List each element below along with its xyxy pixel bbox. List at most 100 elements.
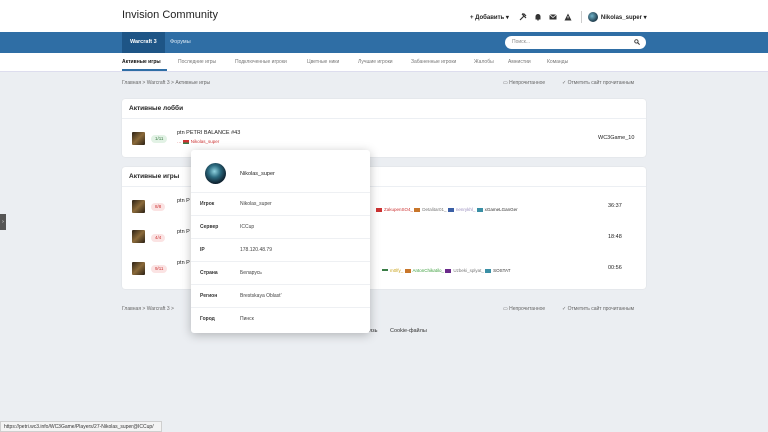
unread-label: Непрочитанное xyxy=(509,80,546,86)
game-thumbnail xyxy=(132,262,145,275)
divider xyxy=(122,118,646,119)
lobby-name[interactable]: ptn PETRI BALANCE #43 xyxy=(177,130,241,136)
game-thumbnail xyxy=(132,200,145,213)
username-menu[interactable]: Nikolas_super ▾ xyxy=(600,14,647,21)
field-label: Страна xyxy=(200,270,218,276)
flag-icon xyxy=(445,268,452,273)
game-name[interactable]: ptn P xyxy=(177,260,190,266)
mark-read-label: Отметить сайт прочитанным xyxy=(567,306,635,312)
mark-read-label: Отметить сайт прочитанным xyxy=(567,80,635,86)
active-indicator xyxy=(122,69,167,71)
field-value: ICCup xyxy=(240,224,255,230)
crumb-warcraft3[interactable]: Warcraft 3 xyxy=(146,80,170,86)
player-name[interactable]: ZakupenSO4_ xyxy=(384,207,414,212)
add-button[interactable]: + Добавить ▾ xyxy=(470,14,509,21)
game-time: 00:56 xyxy=(608,265,622,271)
flag-icon xyxy=(182,139,189,144)
subnav-colored-nicks[interactable]: Цветные ники xyxy=(307,59,340,65)
sub-nav: Активные игры Последние игры Подключенны… xyxy=(0,53,768,72)
hovercard-row: Игрок Nikolas_super xyxy=(191,192,370,215)
divider xyxy=(580,11,582,23)
main-nav: Warcraft 3 Форумы xyxy=(0,32,768,53)
unread-label: Непрочитанное xyxy=(509,306,546,312)
search-input[interactable]: Поиск... xyxy=(505,36,646,49)
game-name[interactable]: ptn P xyxy=(177,198,190,204)
lobby-server: WC3Game_10 xyxy=(598,135,635,141)
field-value: 178.120.48.79 xyxy=(240,247,272,253)
mark-read-link[interactable]: ✓ Отметить сайт прочитанным xyxy=(562,80,635,86)
flag-icon xyxy=(376,207,382,212)
crumb-warcraft3[interactable]: Warcraft 3 xyxy=(146,306,170,312)
warning-icon[interactable] xyxy=(564,13,572,21)
field-label: IP xyxy=(200,247,205,253)
crumb-home[interactable]: Главная xyxy=(122,80,142,86)
lobby-player[interactable]: … Nikolas_super xyxy=(177,139,220,144)
game-time: 18:48 xyxy=(608,234,622,240)
subnav-banned-players[interactable]: Забаненные игроки xyxy=(411,59,457,65)
search-icon[interactable] xyxy=(634,39,640,47)
field-value: Nikolas_super xyxy=(240,201,272,207)
avatar[interactable] xyxy=(587,12,598,22)
field-value: Brestskaya Oblast' xyxy=(240,293,282,299)
game-time: 36:37 xyxy=(608,203,622,209)
field-value: Пинск xyxy=(240,316,254,322)
player-name[interactable]: m0lfy_ xyxy=(390,268,404,273)
subnav-connected-players[interactable]: Подключенные игроки xyxy=(235,59,287,65)
side-expand-tab[interactable]: › xyxy=(0,214,6,230)
add-label: Добавить xyxy=(475,14,505,21)
player-name[interactable]: AntonChikatilo_ xyxy=(412,268,445,273)
game-name[interactable]: ptn P xyxy=(177,229,190,235)
hovercard-row: Регион Brestskaya Oblast' xyxy=(191,284,370,307)
unread-link[interactable]: ▭ Непрочитанное xyxy=(503,80,546,86)
slots-badge: 9/11 xyxy=(151,265,168,273)
site-logo[interactable]: Invision Community xyxy=(122,9,218,21)
chevron-right-icon: › xyxy=(2,219,4,225)
mail-icon[interactable] xyxy=(549,13,557,21)
slots-badge: 4/4 xyxy=(151,234,166,242)
hovercard-row: Город Пинск xyxy=(191,307,370,330)
field-label: Регион xyxy=(200,293,218,299)
username-label: Nikolas_super xyxy=(600,14,642,21)
subnav-recent-games[interactable]: Последние игры xyxy=(178,59,217,65)
player-hovercard: Nikolas_super Игрок Nikolas_super Сервер… xyxy=(191,150,370,333)
slots-badge: 8/8 xyxy=(151,203,166,211)
player-name[interactable]: SOSTAT xyxy=(493,268,511,273)
subnav-active-games[interactable]: Активные игры xyxy=(122,59,161,65)
player-name[interactable]: Uzbeki_splyat_ xyxy=(453,268,484,273)
flag-icon xyxy=(382,268,388,273)
avatar xyxy=(205,163,226,184)
player-name[interactable]: Detalitar01_ xyxy=(422,207,447,212)
subnav-reports[interactable]: Жалобы xyxy=(474,59,494,65)
field-value: Беларусь xyxy=(240,270,262,276)
lobbies-panel: Активные лобби 1/11 ptn PETRI BALANCE #4… xyxy=(122,99,646,157)
subnav-amnesties[interactable]: Амнистии xyxy=(508,59,531,65)
player-name[interactable]: nenrykhl_ xyxy=(455,207,476,212)
games-title: Активные игры xyxy=(129,173,180,180)
hovercard-row: Страна Беларусь xyxy=(191,261,370,284)
divider xyxy=(122,186,646,187)
game-players: ZakupenSO4_ Detalitar01_ nenrykhl_ xGame… xyxy=(376,207,518,212)
subnav-top-players[interactable]: Лучшие игроки xyxy=(358,59,393,65)
hovercard-name[interactable]: Nikolas_super xyxy=(240,171,275,177)
unread-link[interactable]: ▭ Непрочитанное xyxy=(503,306,546,312)
player-name: Nikolas_super xyxy=(190,139,220,144)
bell-icon[interactable] xyxy=(534,13,542,21)
player-name[interactable]: xGameLGanGer xyxy=(484,207,518,212)
subnav-teams[interactable]: Команды xyxy=(547,59,569,65)
hammer-icon[interactable] xyxy=(519,13,527,21)
user-actions: + Добавить ▾ Nikolas_super ▾ xyxy=(470,10,647,24)
tab-warcraft3[interactable]: Warcraft 3 xyxy=(122,32,165,53)
breadcrumb-bottom: Главная > Warcraft 3 > xyxy=(122,306,174,312)
tab-forums[interactable]: Форумы xyxy=(170,39,191,45)
mark-read-link[interactable]: ✓ Отметить сайт прочитанным xyxy=(562,306,635,312)
flag-icon xyxy=(414,207,421,212)
game-players: m0lfy_ AntonChikatilo_ Uzbeki_splyat_ SO… xyxy=(382,268,510,273)
flag-icon xyxy=(447,207,454,212)
crumb-home[interactable]: Главная xyxy=(122,306,142,312)
flag-icon xyxy=(404,268,411,273)
field-label: Сервер xyxy=(200,224,219,230)
status-url: https://petri.wc3.info/WC3Game/Players/2… xyxy=(0,421,162,432)
game-thumbnail xyxy=(132,132,145,145)
field-label: Игрок xyxy=(200,201,215,207)
cookies-link[interactable]: Cookie-файлы xyxy=(390,328,427,334)
